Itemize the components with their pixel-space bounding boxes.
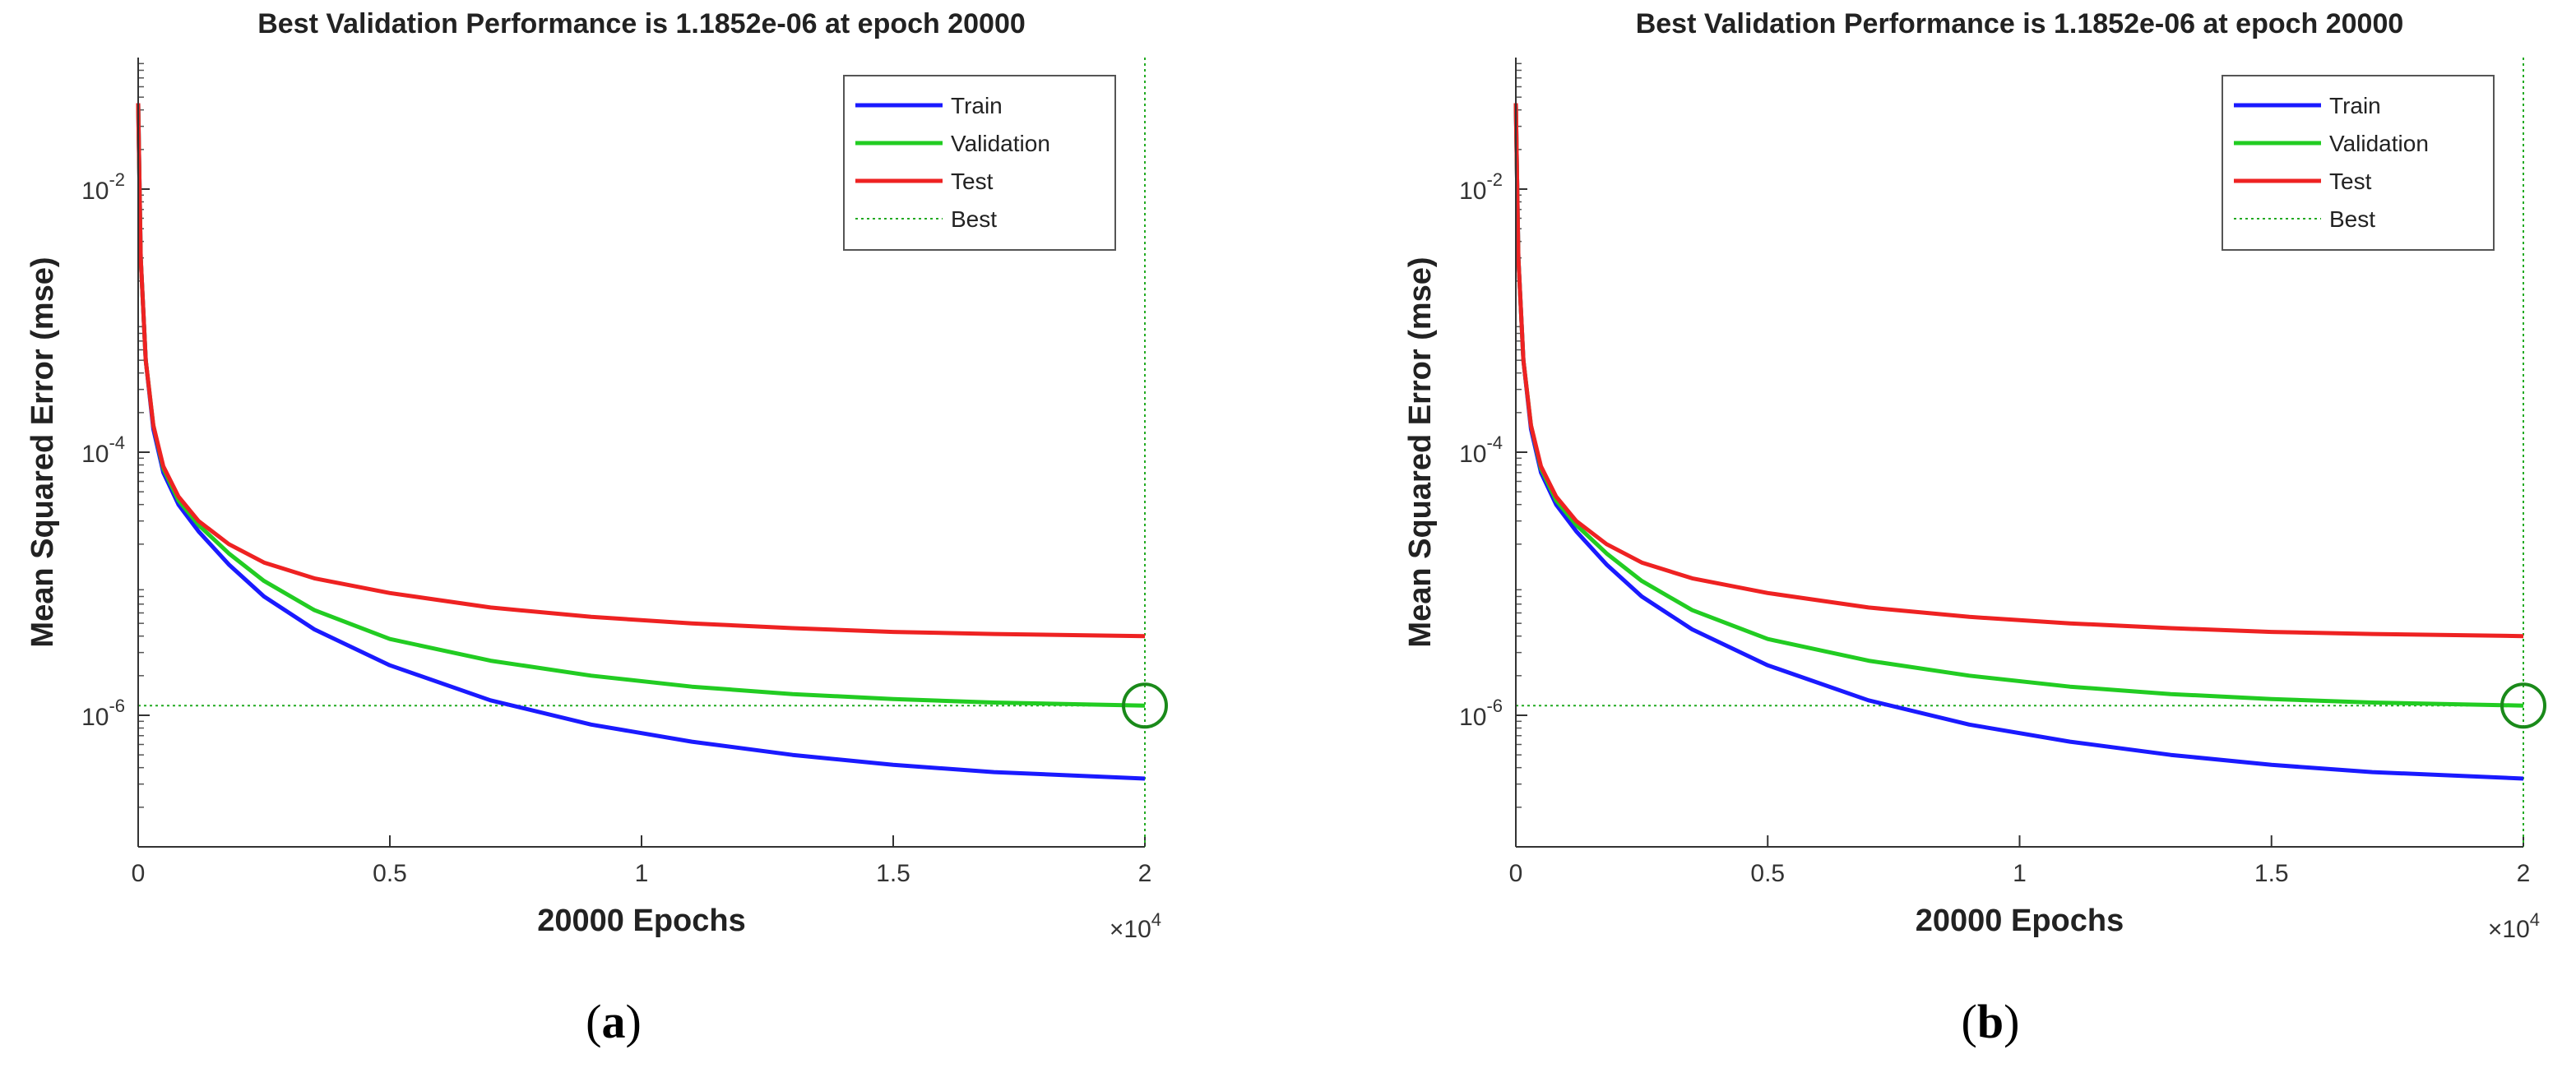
x-axis-label: 20000 Epochs — [1916, 904, 2124, 938]
legend-label-train: Train — [951, 93, 1003, 118]
y-tick-label: 10-2 — [1459, 169, 1503, 205]
x-tick-label: 0 — [1509, 860, 1523, 887]
x-axis-label: 20000 Epochs — [537, 904, 745, 938]
y-tick-label: 10-2 — [81, 169, 125, 205]
best-marker — [2500, 682, 2546, 729]
x-tick-label: 1 — [635, 860, 649, 887]
x-multiplier: ×104 — [2488, 909, 2540, 943]
chart-panel-b: 10-6 10-4 10-2 0 0.5 1 1.5 2 Best Validation Per… — [1403, 8, 2546, 1048]
x-tick-label: 1.5 — [2254, 860, 2289, 887]
series-line-test — [136, 103, 1146, 639]
chart-title: Best Validation Performance is 1.1852e-0… — [257, 8, 1026, 39]
x-tick-label: 1.5 — [876, 860, 910, 887]
x-tick-label: 0.5 — [1750, 860, 1785, 887]
panel-caption: (a) — [586, 995, 642, 1048]
x-tick-label: 0 — [132, 860, 146, 887]
legend-label-best: Best — [951, 206, 997, 232]
x-tick-label: 2 — [2517, 860, 2531, 887]
legend-label-validation: Validation — [2329, 131, 2429, 156]
x-tick-label: 2 — [1138, 860, 1152, 887]
x-multiplier: ×104 — [1110, 909, 1161, 943]
y-tick-label: 10-6 — [81, 696, 125, 731]
best-marker — [1122, 682, 1168, 729]
y-tick-label: 10-4 — [1459, 432, 1503, 468]
series-line-test — [1513, 103, 2524, 639]
y-tick-label: 10-4 — [81, 432, 125, 468]
y-tick-label: 10-6 — [1459, 696, 1503, 731]
panel-caption: (b) — [1962, 995, 2020, 1048]
y-minor-ticks — [138, 62, 144, 808]
y-axis-label: Mean Squared Error (mse) — [25, 257, 60, 647]
legend-label-train: Train — [2329, 93, 2381, 118]
legend: Train Validation Test Best — [2222, 75, 2495, 251]
x-tick-label: 0.5 — [373, 860, 407, 887]
chart-panel-a: 10-6 10-4 10-2 0 0.5 1 1.5 2 Best Validation Per… — [25, 8, 1168, 1048]
legend-label-best: Best — [2329, 206, 2375, 232]
legend-label-validation: Validation — [951, 131, 1050, 156]
y-minor-ticks — [1516, 62, 1522, 808]
x-tick-label: 1 — [2013, 860, 2027, 887]
legend-label-test: Test — [951, 169, 994, 194]
chart-title: Best Validation Performance is 1.1852e-0… — [1636, 8, 2404, 39]
legend: Train Validation Test Best — [843, 75, 1116, 251]
y-axis-label: Mean Squared Error (mse) — [1403, 257, 1438, 647]
legend-label-test: Test — [2329, 169, 2372, 194]
